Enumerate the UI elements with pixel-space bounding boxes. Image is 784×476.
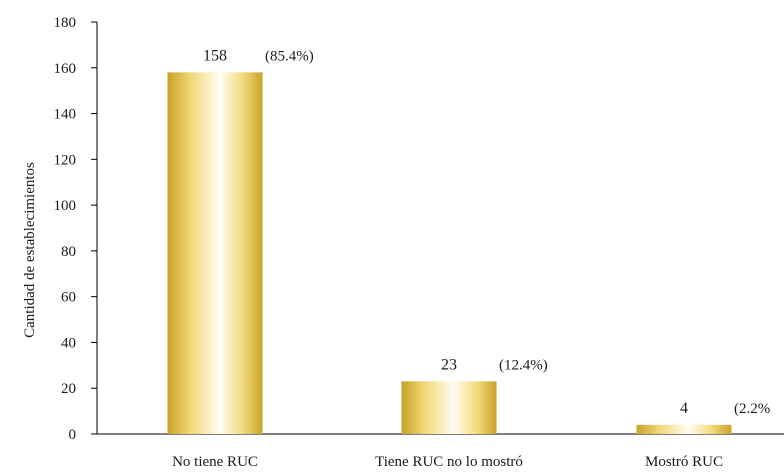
y-tick-label: 100 bbox=[54, 198, 77, 214]
y-tick-label: 60 bbox=[61, 290, 76, 306]
y-tick-label: 20 bbox=[61, 381, 76, 397]
data-labels: 158 (85.4%) 23 (12.4%) 4 (2.2% bbox=[203, 47, 770, 416]
bars bbox=[167, 72, 732, 434]
y-tick-label: 180 bbox=[54, 15, 77, 31]
bar-percent-label: (2.2% bbox=[734, 401, 770, 417]
x-tick-label: No tiene RUC bbox=[172, 454, 258, 470]
y-axis-title: Cantidad de establecimientos bbox=[22, 162, 38, 338]
bar bbox=[167, 72, 263, 434]
y-tick-label: 40 bbox=[61, 335, 76, 351]
x-tick-label: Tiene RUC no lo mostró bbox=[375, 454, 523, 470]
bar-value-label: 23 bbox=[441, 356, 457, 373]
y-tick-label: 120 bbox=[54, 152, 77, 168]
y-tick-label: 160 bbox=[54, 61, 77, 77]
bar-value-label: 158 bbox=[203, 47, 227, 64]
y-tick-label: 140 bbox=[54, 107, 77, 123]
bar-percent-label: (12.4%) bbox=[499, 357, 548, 373]
bar-percent-label: (85.4%) bbox=[265, 48, 314, 64]
x-tick-labels: No tiene RUC Tiene RUC no lo mostró Mostró… bbox=[172, 454, 723, 470]
x-tick-label: Mostró RUC bbox=[645, 454, 723, 470]
bar bbox=[401, 381, 497, 434]
y-tick-label: 0 bbox=[69, 427, 77, 443]
bar bbox=[636, 424, 732, 434]
y-tick-label: 80 bbox=[61, 244, 76, 260]
y-ticks: 0 20 40 60 80 100 120 140 160 180 bbox=[54, 15, 97, 443]
bar-value-label: 4 bbox=[680, 400, 688, 417]
